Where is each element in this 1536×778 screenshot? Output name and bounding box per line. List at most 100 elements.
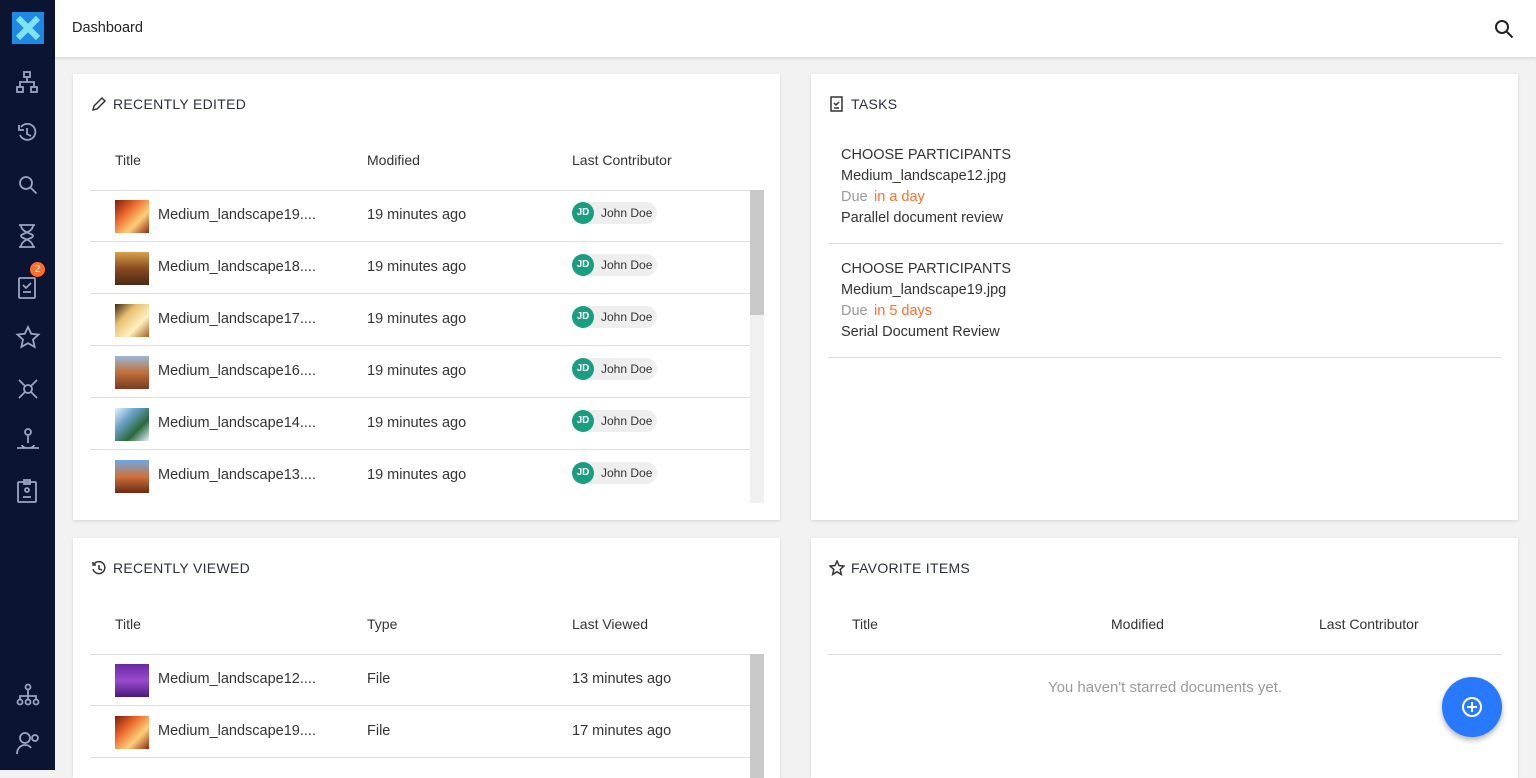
task-item[interactable]: CHOOSE PARTICIPANTS Medium_landscape19.jp… <box>828 261 1502 375</box>
table-row[interactable]: Medium_landscape19.... File 17 minutes ago <box>90 706 750 758</box>
avatar: JD <box>572 410 594 432</box>
task-file: Medium_landscape19.jpg <box>841 282 1007 298</box>
due-label: Due <box>841 189 868 205</box>
modified: 19 minutes ago <box>367 311 467 327</box>
top-bar: Dashboard <box>55 0 1536 57</box>
table-row[interactable]: Medium_landscape16.... 19 minutes ago JD Jo… <box>90 346 750 398</box>
thumbnail <box>115 356 149 389</box>
tasks-card: TASKS CHOOSE PARTICIPANTS Medium_landscape… <box>811 74 1518 520</box>
column-header: Title <box>115 616 141 632</box>
recently-edited-card: RECENTLY EDITED Title Modified Last Contrib… <box>73 74 780 520</box>
file-name: Medium_landscape13.... <box>158 467 316 483</box>
file-name: Medium_landscape19.... <box>158 723 316 739</box>
thumbnail <box>115 408 149 441</box>
file-type: File <box>367 723 391 739</box>
contributor-chip: JD John Doe <box>572 462 657 484</box>
thumbnail <box>115 252 149 285</box>
thumbnail <box>115 304 149 337</box>
table-row[interactable]: Medium_landscape19.... 19 minutes ago JD Jo… <box>90 190 750 242</box>
contributor-chip: JD John Doe <box>572 358 657 380</box>
contributor-name: John Doe <box>601 206 653 220</box>
last-viewed: 13 minutes ago <box>572 671 672 687</box>
table-row[interactable]: Medium_landscape18.... 19 minutes ago JD Jo… <box>90 242 750 294</box>
contributor-name: John Doe <box>601 310 653 324</box>
section-icon <box>91 560 107 576</box>
nav-bottom-icons[interactable] <box>0 680 55 760</box>
divider <box>90 705 750 706</box>
contributor-name: John Doe <box>601 414 653 428</box>
sidebar: 2 <box>0 0 55 770</box>
table-row[interactable]: Medium_landscape13.... 19 minutes ago JD Jo… <box>90 450 750 502</box>
task-file: Medium_landscape12.jpg <box>841 168 1007 184</box>
nav-icons[interactable] <box>0 60 55 520</box>
logo[interactable] <box>12 12 44 44</box>
column-header: Last Contributor <box>572 152 672 168</box>
modified: 19 minutes ago <box>367 259 467 275</box>
modified: 19 minutes ago <box>367 415 467 431</box>
thumbnail <box>115 664 149 697</box>
divider <box>828 654 1502 655</box>
due-date: in 5 days <box>874 303 933 319</box>
column-header: Title <box>115 152 141 168</box>
divider <box>90 757 750 758</box>
section-icon <box>829 96 845 112</box>
file-name: Medium_landscape14.... <box>158 415 316 431</box>
modified: 19 minutes ago <box>367 467 467 483</box>
thumbnail <box>115 460 149 493</box>
due-label: Due <box>841 303 868 319</box>
avatar: JD <box>572 254 594 276</box>
table-row[interactable]: Medium_landscape14.... 19 minutes ago JD Jo… <box>90 398 750 450</box>
divider <box>90 241 750 242</box>
contributor-chip: JD John Doe <box>572 202 657 224</box>
divider <box>90 345 750 346</box>
scrollbar-thumb <box>750 654 764 778</box>
file-name: Medium_landscape17.... <box>158 311 316 327</box>
contributor-name: John Doe <box>601 362 653 376</box>
file-name: Medium_landscape19.... <box>158 207 316 223</box>
divider <box>828 357 1502 358</box>
contributor-chip: JD John Doe <box>572 254 657 276</box>
divider <box>90 397 750 398</box>
contributor-chip: JD John Doe <box>572 306 657 328</box>
task-badge: 2 <box>30 262 45 277</box>
divider <box>90 449 750 450</box>
section-icon <box>91 96 107 112</box>
page-title: Dashboard <box>72 20 143 36</box>
task-process: Parallel document review <box>841 210 1003 226</box>
avatar: JD <box>572 462 594 484</box>
task-item[interactable]: CHOOSE PARTICIPANTS Medium_landscape12.jp… <box>828 147 1502 261</box>
column-header: Last Viewed <box>572 616 649 632</box>
due-date: in a day <box>874 189 925 205</box>
scrollbar-thumb <box>750 190 764 315</box>
column-header: Last Contributor <box>1319 616 1419 632</box>
file-name: Medium_landscape12.... <box>158 671 316 687</box>
modified: 19 minutes ago <box>367 207 467 223</box>
contributor-name: John Doe <box>601 466 653 480</box>
task-name: CHOOSE PARTICIPANTS <box>841 261 1011 277</box>
table-row[interactable]: Medium_landscape17.... 19 minutes ago JD Jo… <box>90 294 750 346</box>
section-title: FAVORITE ITEMS <box>851 560 971 576</box>
column-header: Title <box>852 616 878 632</box>
table-row[interactable]: Medium_landscape12.... File 13 minutes ago <box>90 654 750 706</box>
add-button[interactable] <box>1442 677 1502 737</box>
thumbnail <box>115 200 149 233</box>
favorite-items-card: FAVORITE ITEMS Title Modified Last Contribu… <box>811 538 1518 778</box>
file-name: Medium_landscape18.... <box>158 259 316 275</box>
section-icon <box>828 559 846 576</box>
divider <box>90 654 764 655</box>
divider <box>828 243 1502 244</box>
thumbnail <box>115 716 149 749</box>
contributor-name: John Doe <box>601 258 653 272</box>
file-name: Medium_landscape16.... <box>158 363 316 379</box>
file-type: File <box>367 671 391 687</box>
avatar: JD <box>572 358 594 380</box>
modified: 19 minutes ago <box>367 363 467 379</box>
section-title: RECENTLY EDITED <box>113 96 247 112</box>
recently-viewed-card: RECENTLY VIEWED Title Type Last Viewed Mediu… <box>73 538 780 778</box>
search-button[interactable] <box>1494 19 1514 39</box>
empty-message: You haven't starred documents yet. <box>1047 679 1283 696</box>
section-title: RECENTLY VIEWED <box>113 560 251 576</box>
avatar: JD <box>572 202 594 224</box>
section-title: TASKS <box>851 96 898 112</box>
